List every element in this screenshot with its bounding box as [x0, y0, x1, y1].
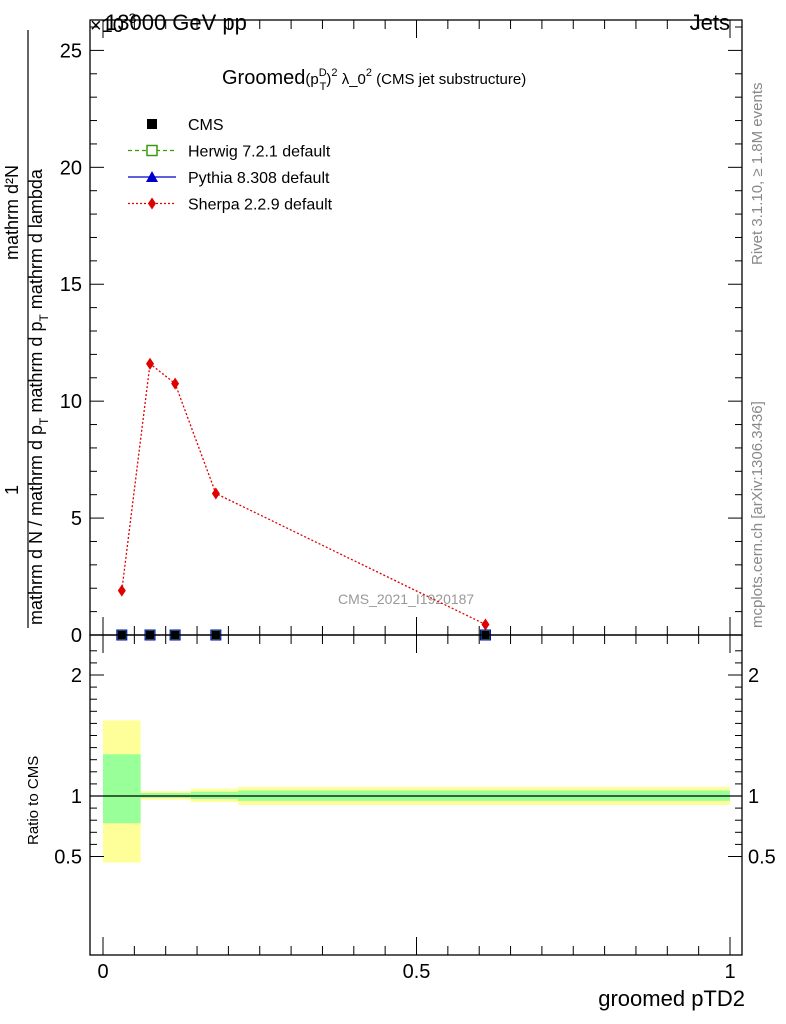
main-y-tick-label: 0 — [71, 625, 82, 647]
series-lines — [121, 362, 486, 626]
main-x-ticks — [102, 20, 731, 635]
legend-marker — [146, 171, 158, 182]
main-y-tick-label: 5 — [71, 508, 82, 530]
main-y-tick-label: 10 — [60, 391, 82, 413]
rivet-label: Rivet 3.1.10, ≥ 1.8M events — [749, 83, 766, 266]
sherpa-point — [117, 584, 126, 597]
legend-label: Sherpa 2.2.9 default — [188, 197, 333, 214]
main-y-axis-label: mathrm d N / mathrm d pT mathrm d pT mat… — [2, 30, 51, 628]
legend-item: Sherpa 2.2.9 default — [128, 197, 333, 214]
legend-marker — [148, 197, 156, 210]
legend-label: CMS — [188, 117, 224, 134]
main-y-tick-label: 15 — [60, 274, 82, 296]
ratio-y-tick-label-right: 2 — [748, 665, 759, 687]
sherpa-point — [171, 377, 180, 390]
main-y-tick-label: 25 — [60, 40, 82, 62]
legend: CMS Herwig 7.2.1 default Pythia 8.308 defa… — [128, 117, 333, 214]
main-y-tick-label: 20 — [60, 157, 82, 179]
sherpa-line — [121, 362, 486, 626]
ratio-y-ticks: 0.5 0.5 1 1 2 2 — [54, 650, 776, 869]
x-tick-label: 0.5 — [403, 961, 431, 983]
collision-energy-label: 13000 GeV pp — [105, 10, 247, 35]
process-label: Jets — [690, 10, 730, 35]
chart-title: Groomed(pD T)2 λ_02 (CMS jet substructure… — [222, 67, 526, 93]
svg-text:1: 1 — [2, 485, 22, 495]
ratio-y-axis-label: Ratio to CMS — [25, 756, 42, 845]
main-y-ticks: 0 5 10 15 20 25 — [60, 26, 742, 647]
ratio-y-tick-label-right: 1 — [748, 786, 759, 808]
legend-label: Herwig 7.2.1 default — [188, 144, 331, 161]
sherpa-point — [481, 618, 490, 631]
legend-item: Herwig 7.2.1 default — [128, 144, 331, 161]
analysis-watermark: CMS_2021_I1920187 — [338, 591, 474, 607]
ratio-y-tick-label: 1 — [71, 786, 82, 808]
stat-uncertainty-band — [103, 754, 141, 824]
ratio-y-tick-label: 0.5 — [54, 847, 82, 869]
svg-text:mathrm d N / mathrm d pT mathr: mathrm d N / mathrm d pT mathrm d pT mat… — [26, 168, 51, 625]
mcplots-label: mcplots.cern.ch [arXiv:1306.3436] — [749, 401, 766, 628]
legend-marker — [147, 119, 157, 129]
svg-text:mathrm d²N: mathrm d²N — [2, 165, 22, 260]
x-tick-label: 1 — [724, 961, 735, 983]
legend-marker — [146, 144, 158, 157]
sherpa-point — [211, 487, 220, 500]
ratio-y-tick-label: 2 — [71, 665, 82, 687]
main-panel-frame — [89, 19, 743, 636]
ratio-bands — [103, 720, 730, 863]
x-tick-label: 0 — [97, 961, 108, 983]
x-axis-label: groomed pTD2 — [598, 986, 745, 1011]
legend-label: Pythia 8.308 default — [188, 170, 330, 187]
ratio-x-ticks: 0 0.5 1 — [97, 635, 736, 983]
ratio-y-tick-label-right: 0.5 — [748, 847, 776, 869]
sherpa-point — [146, 357, 155, 370]
legend-item: Pythia 8.308 default — [128, 170, 330, 187]
legend-item: CMS — [147, 117, 224, 134]
